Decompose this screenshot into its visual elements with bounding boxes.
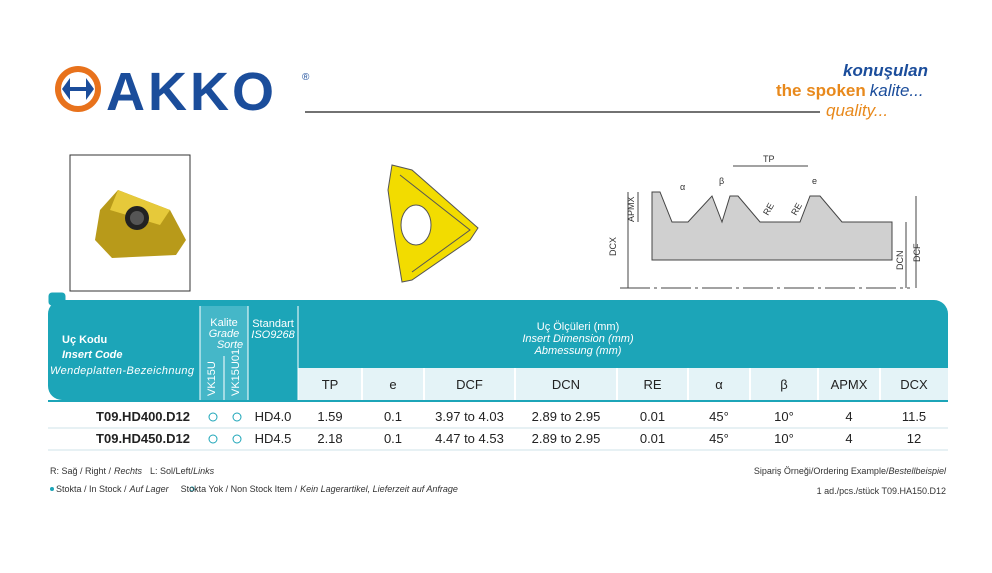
grade-label: VK15U: [206, 361, 218, 396]
footer-part: R: Sağ / Right /: [50, 466, 112, 476]
column-header: TP: [322, 377, 339, 392]
nonstock-dot: [189, 486, 195, 492]
grade-availability: [208, 434, 218, 444]
slogan-part: the spoken: [776, 81, 866, 100]
insert-hole: [400, 204, 432, 246]
footer-line: Stokta / In Stock / Auf Lager Stokta Yok /…: [56, 484, 458, 494]
header-text: Kalite: [210, 317, 238, 329]
slogan-line: konuşulan: [843, 61, 928, 80]
header-text: Insert Code: [62, 349, 123, 361]
stock-dot: [50, 487, 54, 491]
cell: 4.47 to 4.53: [435, 431, 504, 446]
grade-availability: [232, 412, 242, 422]
footer-part: Sipariş Örneği/Ordering Example/: [754, 466, 889, 476]
cell: 0.01: [640, 409, 665, 424]
header-text: Uç Ölçüleri (mm): [537, 321, 620, 333]
slogan-part: kalite...: [870, 81, 924, 100]
standard: HD4.5: [255, 431, 292, 446]
dim-label: α: [680, 182, 685, 192]
column-header: e: [389, 377, 396, 392]
cell: 12: [907, 431, 921, 446]
header-text: Abmessung (mm): [534, 345, 622, 357]
column-header: β: [780, 377, 787, 392]
cell: 3.97 to 4.03: [435, 409, 504, 424]
insert-code: T09.HD450.D12: [96, 431, 190, 446]
footer-part: Links: [193, 466, 215, 476]
cell: 4: [845, 409, 852, 424]
cell: 2.18: [317, 431, 342, 446]
logo-text: AKKO: [106, 62, 277, 122]
dim-label: e: [812, 176, 817, 186]
insert-edge: [399, 174, 471, 273]
column-row: [298, 368, 948, 400]
footer-part: Bestellbeispiel: [888, 466, 947, 476]
insert-photo: [95, 190, 186, 258]
dim-label: TP: [763, 154, 775, 164]
column-header: RE: [643, 377, 661, 392]
cell: 2.89 to 2.95: [532, 431, 601, 446]
column-header: DCN: [552, 377, 580, 392]
dim-label: APMX: [626, 196, 636, 222]
footer-part: Rechts: [114, 466, 143, 476]
footer-part: Kein Lagerartikel, Lieferzeit auf Anfrag…: [300, 484, 458, 494]
logo-arrows: [62, 78, 94, 100]
slogan-line: quality...: [826, 101, 888, 120]
cell: 10°: [774, 431, 794, 446]
grade-availability: [232, 434, 242, 444]
cell: 10°: [774, 409, 794, 424]
cell: 11.5: [902, 409, 926, 424]
cell: 0.01: [640, 431, 665, 446]
header-text: Grade: [209, 328, 240, 340]
column-header: APMX: [831, 377, 868, 392]
profile-diagram: TP α β e RE RE APMX DCX DCN DCF: [608, 154, 922, 289]
header-text: Uç Kodu: [62, 334, 107, 346]
dim-label: DCX: [608, 237, 618, 256]
footer-part: Stokta Yok / Non Stock Item /: [181, 484, 298, 494]
header-text: Standart: [252, 318, 294, 330]
footer-part: L: Sol/Left/: [150, 466, 194, 476]
header-text: Wendeplatten-Bezeichnung: [50, 365, 195, 377]
grade-label: VK15U01: [230, 349, 242, 396]
order-title: Sipariş Örneği/Ordering Example/Bestellb…: [754, 466, 947, 476]
dim-label: DCF: [912, 243, 922, 262]
footer-line: R: Sağ / Right / Rechts L: Sol/Left/Links: [50, 466, 215, 476]
insert-outline: [387, 164, 479, 283]
header-text: Insert Dimension (mm): [522, 333, 634, 345]
dim-label: DCN: [895, 251, 905, 271]
cell: 1.59: [317, 409, 342, 424]
cell: 4: [845, 431, 852, 446]
registered: ®: [302, 72, 310, 83]
header-text: ISO9268: [251, 329, 295, 341]
cell: 0.1: [384, 431, 402, 446]
insert-hole-inner: [130, 211, 144, 225]
insert-code: T09.HD400.D12: [96, 409, 190, 424]
logo: AKKO ®: [55, 62, 310, 122]
cell: 45°: [709, 431, 729, 446]
column-header: α: [715, 377, 723, 392]
footer-part: Auf Lager: [129, 484, 170, 494]
column-header: DCX: [900, 377, 928, 392]
grade-availability: [208, 412, 218, 422]
profile: [651, 191, 893, 261]
table-header: Uç Kodu Insert Code Wendeplatten-Bezeich…: [47, 291, 948, 400]
cell: 2.89 to 2.95: [532, 409, 601, 424]
slogan-line: the spoken kalite...: [776, 81, 924, 100]
header-text: Sorte: [217, 339, 243, 351]
order-example: 1 ad./pcs./stück T09.HA150.D12: [817, 486, 946, 496]
insert-drawing: [387, 164, 479, 283]
footer-part: Stokta / In Stock /: [56, 484, 127, 494]
dim-label: β: [719, 176, 724, 186]
column-header: DCF: [456, 377, 483, 392]
cell: 45°: [709, 409, 729, 424]
table-body: TP e DCF DCN RE α β APMX DCX T09.HD400.D12 HD4.0 1.…: [48, 368, 948, 451]
cell: 0.1: [384, 409, 402, 424]
standard: HD4.0: [255, 409, 292, 424]
